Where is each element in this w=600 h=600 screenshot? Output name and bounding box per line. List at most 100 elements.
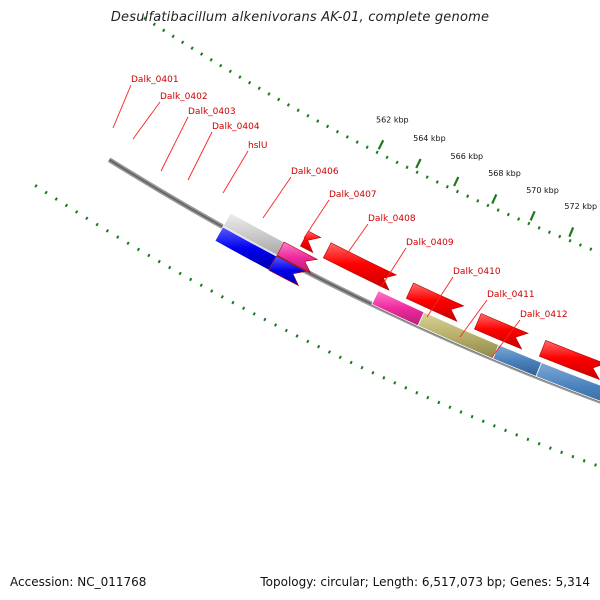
scale-dot [445,184,449,189]
label-leader [380,247,407,288]
scale-dot [228,69,232,74]
scale-dot [116,235,120,239]
scale-dot [189,277,193,282]
scale-dot [241,306,246,311]
scale-dot [537,441,541,446]
accession-text: Accession: NC_011768 [10,575,147,589]
scale-dot [481,419,485,424]
scale-dot [435,180,439,184]
backbone-outer [107,157,600,404]
scale-dot [405,165,409,170]
scale-dot [506,212,510,217]
scale-dot [171,34,175,39]
scale-dot [425,175,429,179]
scale-dot [558,234,562,239]
scale-dot [476,199,480,203]
scale-dot [455,189,460,194]
scale-dot [157,259,161,264]
gene-label: Dalk_0409 [406,238,454,248]
scale-dot [220,295,224,299]
scale-dot [349,360,353,365]
scale-dot [470,414,474,419]
gene-label: Dalk_0401 [131,75,179,85]
tick-label: 562 kbp [376,115,409,124]
label-leader [112,84,132,129]
scale-dot [327,350,331,354]
scale-dot [209,58,213,62]
scale-dot [74,210,79,214]
scale-dot [571,454,575,459]
label-leader [187,131,213,181]
scale-dot [284,328,288,333]
gene-label: Dalk_0411 [487,290,535,300]
cds-arrow-1 [322,242,398,291]
scale-dot [568,239,572,243]
scale-dot [459,410,463,414]
scale-dot [338,355,342,360]
scale-dot [393,381,397,385]
backbone-inner [108,158,600,403]
scale-dot [136,247,141,252]
scale-dot [594,463,597,467]
cog-block-steel-1 [492,344,543,377]
gene-label: Dalk_0412 [520,310,568,320]
scale-dot [34,184,38,188]
scale-dot [385,155,389,160]
scale-dot [375,150,379,155]
scale-dot [126,241,130,246]
scale-dot [267,92,271,96]
scale-dot [296,108,300,113]
scale-dot [317,344,321,349]
scale-dot [85,216,89,221]
cds-arrow-3 [474,313,530,350]
scale-dot [168,265,172,270]
gene-label: Dalk_0403 [188,107,236,117]
scale-dot [199,52,204,56]
scale-dot [306,113,310,118]
scale-dot [548,446,552,450]
scale-dot [263,317,267,322]
scale-dot [560,450,564,455]
scale-dot [199,283,203,288]
scale-dot [526,437,530,442]
gene-label: Dalk_0407 [329,190,377,200]
scale-dot [54,197,58,201]
scale-dot [247,80,252,85]
scale-dot [105,229,110,233]
scale-dot [547,230,551,234]
gene-label: hslU [248,141,267,151]
scale-dot [147,253,151,258]
tick-mark-major [453,176,460,187]
scale-dot [355,140,359,144]
scale-dot [466,194,470,198]
scale-dot [365,145,369,150]
tick-mark-major [377,139,385,150]
tick-mark-major [491,193,498,205]
tick-label: 564 kbp [413,134,446,143]
scale-dot [496,208,500,212]
scale-dot [277,97,281,102]
cog-block-steel-2 [535,361,600,402]
scale-dot [517,217,521,221]
scale-dot [382,376,386,380]
cog-block-blue-left-2 [268,255,307,287]
scale-dot [415,390,419,395]
gene-label: Dalk_0410 [453,267,501,277]
map-title: Desulfatibacillum alkenivorans AK-01, co… [110,10,490,25]
tick-mark-major [529,210,536,221]
scale-dot [190,46,194,50]
label-leader [303,199,330,239]
scale-dot [504,428,508,433]
cds-arrow-2 [405,282,465,323]
tick-label: 572 kbp [564,202,597,211]
label-leader [160,116,189,172]
scale-dot [316,119,320,123]
scale-dot [238,75,242,79]
gene-label: Dalk_0404 [212,122,260,132]
cds-arrow-0 [300,230,322,254]
tick-label: 566 kbp [451,152,484,161]
scale-dot [152,22,156,27]
scale-dot [306,339,310,344]
scale-dot [415,170,419,175]
